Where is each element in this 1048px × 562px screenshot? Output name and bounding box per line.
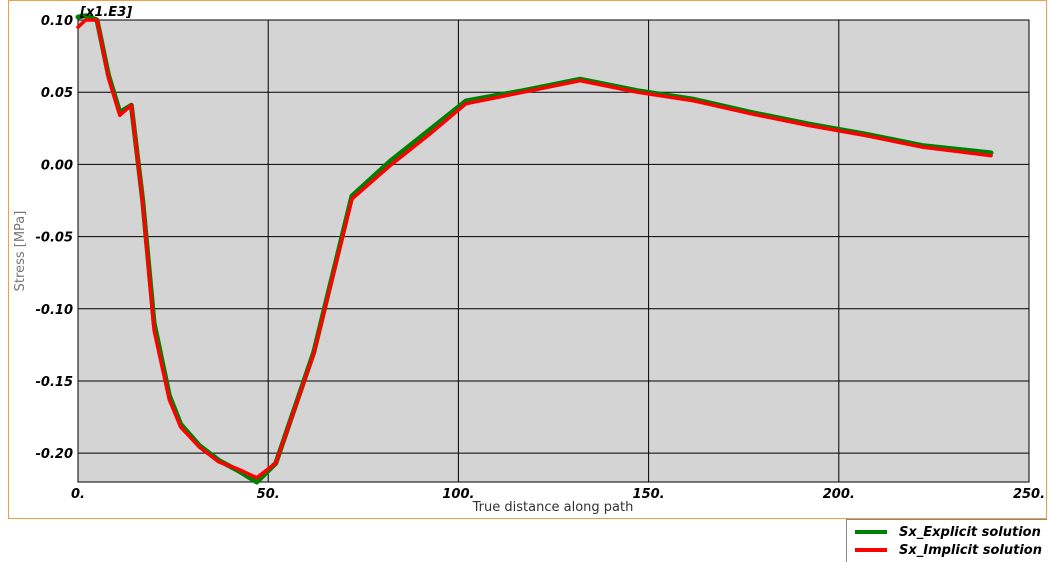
series-line-implicit — [76, 18, 993, 480]
legend-item-implicit: Sx_Implicit solution — [855, 541, 1042, 559]
x-tick-label: 200. — [823, 487, 855, 502]
y-tick-label: -0.20 — [36, 447, 73, 462]
line-chart: 0.10 0.05 0.00 -0.05 -0.10 -0.15 -0.20 0. 50. 10… — [8, 0, 1047, 519]
x-tick-label: 50. — [257, 487, 280, 502]
y-tick-label: 0.05 — [41, 86, 73, 101]
plot-area — [77, 19, 1030, 483]
legend-item-explicit: Sx_Explicit solution — [855, 523, 1041, 541]
x-tick-label: 150. — [633, 487, 665, 502]
x-tick-labels: 0. 50. 100. 150. 200. 250. — [71, 487, 1045, 502]
y-tick-label: 0.10 — [41, 14, 73, 29]
legend-swatch-implicit — [855, 548, 887, 552]
x-axis-label: True distance along path — [472, 500, 634, 515]
x-tick-label: 0. — [71, 487, 85, 502]
legend-label-implicit: Sx_Implicit solution — [899, 542, 1042, 558]
y-tick-label: 0.00 — [41, 158, 73, 173]
y-tick-label: -0.05 — [36, 231, 73, 246]
legend-label-explicit: Sx_Explicit solution — [899, 524, 1041, 540]
legend-swatch-explicit — [855, 530, 887, 534]
grid-lines — [78, 19, 1029, 482]
legend: Sx_Explicit solution Sx_Implicit solutio… — [846, 519, 1047, 562]
y-tick-label: -0.10 — [36, 303, 73, 318]
y-axis-label: Stress [MPa] — [13, 211, 28, 292]
y-tick-labels: 0.10 0.05 0.00 -0.05 -0.10 -0.15 -0.20 — [36, 14, 73, 462]
x-tick-label: 250. — [1013, 487, 1045, 502]
y-tick-label: -0.15 — [36, 375, 73, 390]
x-tick-label: 100. — [442, 487, 474, 502]
series-lines — [75, 13, 994, 485]
chart-frame: 0.10 0.05 0.00 -0.05 -0.10 -0.15 -0.20 0. 50. 10… — [8, 0, 1047, 519]
axis-multiplier: [x1.E3] — [79, 5, 132, 20]
